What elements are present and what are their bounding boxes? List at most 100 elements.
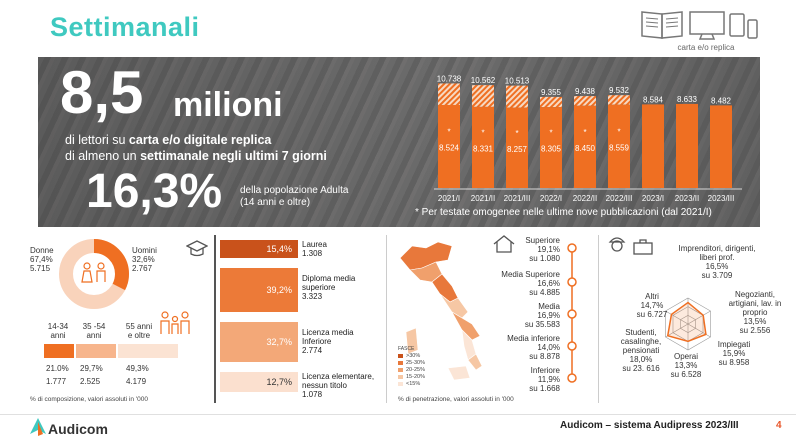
study-dot [567, 373, 577, 383]
trend-chart: 8.524 * 10.738 2021/I 8.331 * 10.562 2021/II 8.2… [434, 74, 742, 202]
education-label: Licenza media Inferiore 2.774 [302, 328, 354, 355]
footnote: * Per testate omogenee nelle ultime nove… [415, 207, 712, 218]
graduation-cap-icon [186, 240, 208, 257]
trend-tick-label: 2022/I [540, 194, 562, 202]
legend-item: 15-20% [398, 373, 425, 380]
trend-bar-hatched [472, 85, 494, 107]
age-bar-1 [44, 344, 74, 358]
left-note: % di composizione, valori assoluti in '0… [30, 396, 148, 403]
divider-1 [214, 235, 216, 403]
house-icon [493, 235, 515, 253]
audicom-logo: Audicom [48, 421, 108, 437]
trend-value-label: 8.482 [711, 96, 732, 105]
legend-item: <15% [398, 380, 425, 387]
trend-bar [540, 107, 562, 188]
trend-bar [710, 105, 732, 188]
divider-2 [386, 235, 387, 403]
trend-tick-label: 2023/II [675, 194, 699, 202]
trend-asterisk: * [617, 127, 620, 136]
trend-tick-label: 2021/II [471, 194, 495, 202]
radar-axis [687, 310, 711, 325]
education-row: 15,4% Laurea 1.308 [220, 240, 380, 258]
trend-bar [438, 104, 460, 188]
trend-asterisk: * [549, 129, 552, 138]
italy-map [399, 241, 483, 381]
trend-bar-hatched [574, 96, 596, 106]
age-value-1: 21.0% 1.777 [46, 364, 69, 386]
readers-description: di lettori su carta e/o digitale replica… [65, 133, 327, 163]
study-level: Media 16,9% su 35.583 [524, 302, 560, 329]
study-dot [567, 277, 577, 287]
worker-icon [608, 237, 626, 252]
education-bar: 12,7% [220, 372, 298, 392]
education-bar: 15,4% [220, 240, 298, 258]
divider-3 [598, 235, 599, 403]
media-icons [641, 11, 758, 40]
unit-label: milioni [173, 86, 283, 124]
audicom-logo-icon [30, 418, 46, 436]
trend-value-label: 9.438 [575, 87, 596, 96]
prof-negozianti: Negozianti, artigiani, lav. in proprio 13… [728, 290, 782, 335]
study-dot [567, 341, 577, 351]
trend-value-label: 9.355 [541, 88, 562, 97]
age-bar-3 [118, 344, 178, 358]
trend-value-label: 9.532 [609, 86, 630, 95]
study-level: Media Superiore 16,6% su 4.885 [501, 270, 560, 297]
age-label-1: 14-34 anni [47, 322, 69, 340]
education-label: Diploma media superiore 3.323 [302, 274, 356, 301]
prof-imprenditori: Imprenditori, dirigenti, liberi prof. 16,… [678, 244, 756, 280]
trend-bar [676, 103, 698, 188]
age-label-2: 35 -54 anni [82, 322, 106, 340]
page-number: 4 [776, 420, 782, 431]
trend-bar-hatched [608, 95, 630, 105]
prof-impiegati: Impiegati 15,9% su 8.958 [717, 340, 751, 367]
trend-inner-label: 8.331 [473, 144, 494, 153]
radar-axis [687, 323, 711, 338]
study-levels-line [567, 243, 577, 383]
phone-icon [747, 19, 758, 39]
age-label-3: 55 anni e oltre [125, 322, 153, 340]
radar-axis [665, 323, 689, 338]
trend-inner-label: 8.559 [609, 143, 630, 152]
trend-asterisk: * [481, 128, 484, 137]
trend-bar-hatched [438, 83, 460, 105]
education-row: 32,7% Licenza media Inferiore 2.774 [220, 322, 380, 362]
trend-inner-label: 8.524 [439, 143, 460, 152]
family-icon [160, 311, 190, 334]
tablet-icon [729, 13, 745, 37]
study-level: Media inferiore 14,0% su 8.878 [507, 334, 560, 361]
media-label: carta e/o replica [677, 43, 735, 52]
age-value-2: 29,7% 2.525 [80, 364, 103, 386]
legend-item: >30% [398, 352, 425, 359]
education-bar: 32,7% [220, 322, 298, 362]
big-number: 8,5 [60, 59, 144, 126]
population-label: della popolazione Adulta (14 anni e oltre… [240, 185, 349, 208]
footer-source: Audicom – sistema Audipress 2023/III [560, 420, 739, 431]
age-bar-2 [76, 344, 116, 358]
people-icon [81, 262, 106, 283]
trend-asterisk: * [447, 127, 450, 136]
prof-altri: Altri 14,7% su 6.727 [636, 292, 668, 319]
footer-line [0, 414, 796, 415]
trend-bar-hatched [506, 85, 528, 108]
trend-asterisk: * [583, 128, 586, 137]
trend-value-label: 8.633 [677, 95, 698, 104]
trend-tick-label: 2021/I [438, 194, 460, 202]
trend-tick-label: 2021/III [504, 194, 531, 202]
radar-shape [666, 301, 707, 343]
age-value-3: 49,3% 4.179 [126, 364, 149, 386]
trend-tick-label: 2022/III [606, 194, 633, 202]
book-icon [641, 11, 683, 39]
education-bar: 39,2% [220, 268, 298, 312]
trend-value-label: 10.738 [437, 74, 462, 83]
trend-bar [472, 106, 494, 188]
trend-value-label: 10.513 [505, 77, 530, 86]
population-percent: 16,3% [86, 165, 223, 218]
map-legend: FASCE >30% 25-30% 20-25% 15-20% <15% [398, 346, 425, 387]
trend-bar [574, 105, 596, 188]
trend-tick-label: 2023/I [642, 194, 664, 202]
trend-value-label: 10.562 [471, 76, 496, 85]
map-note: % di penetrazione, valori assoluti in '0… [398, 396, 514, 403]
education-row: 12,7% Licenza elementare, nessun titolo 1.… [220, 372, 380, 399]
education-label: Laurea 1.308 [302, 240, 327, 258]
